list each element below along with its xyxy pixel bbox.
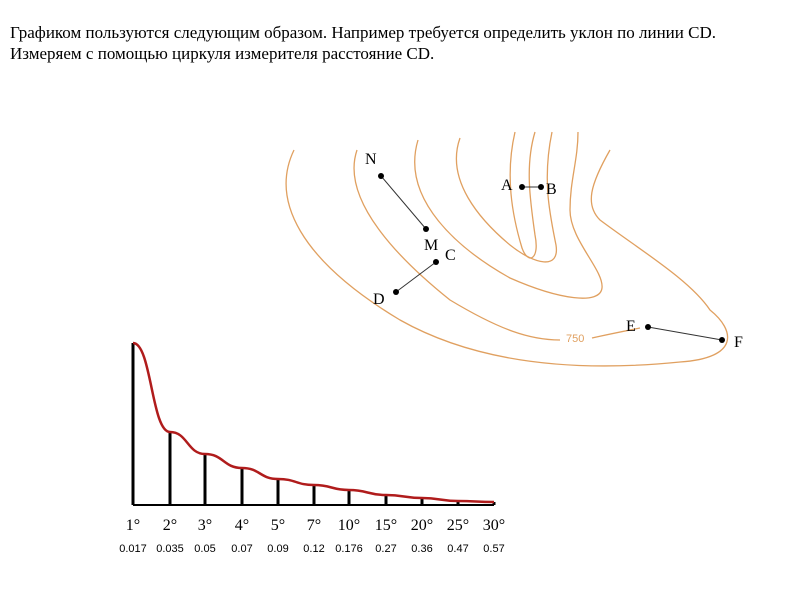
map-segments <box>380 175 723 341</box>
angle-label: 1° <box>126 517 140 534</box>
slope-value-label: 0.36 <box>411 543 432 555</box>
angle-label: 20° <box>411 517 433 534</box>
contour-line-4 <box>455 131 558 263</box>
angle-label: 25° <box>447 517 469 534</box>
slope-value-label: 0.12 <box>303 543 324 555</box>
point-f-marker <box>719 337 725 343</box>
point-e-marker <box>645 324 651 330</box>
contour-line-1 <box>285 149 729 367</box>
contour-map <box>285 131 729 367</box>
angle-label: 7° <box>307 517 321 534</box>
point-m-label: M <box>424 237 438 254</box>
slope-curve <box>132 341 495 504</box>
segment-cd <box>395 261 437 293</box>
angle-label: 30° <box>483 517 505 534</box>
contour-line-3 <box>414 131 603 299</box>
point-m-marker <box>423 226 429 232</box>
point-f-label: F <box>734 334 743 351</box>
slope-value-label: 0.176 <box>335 543 363 555</box>
slope-value-label: 0.035 <box>156 543 184 555</box>
slope-value-label: 0.09 <box>267 543 288 555</box>
angle-label: 4° <box>235 517 249 534</box>
angle-label: 10° <box>338 517 360 534</box>
point-e-label: E <box>626 318 636 335</box>
angle-label: 3° <box>198 517 212 534</box>
contour-line-2 <box>353 149 641 341</box>
angle-label: 5° <box>271 517 285 534</box>
contour-line-5 <box>509 131 537 259</box>
angle-label: 15° <box>375 517 397 534</box>
point-a-label: A <box>501 177 513 194</box>
slope-value-label: 0.07 <box>231 543 252 555</box>
point-a-marker <box>519 184 525 190</box>
segment-nm <box>380 175 427 230</box>
point-b-label: B <box>546 181 557 198</box>
point-c-marker <box>433 259 439 265</box>
slope-value-label: 0.05 <box>194 543 215 555</box>
point-b-marker <box>538 184 544 190</box>
slope-value-label: 0.017 <box>119 543 147 555</box>
point-d-label: D <box>373 291 385 308</box>
point-d-marker <box>393 289 399 295</box>
segment-ef <box>647 326 723 341</box>
slope-value-label: 0.47 <box>447 543 468 555</box>
point-c-label: C <box>445 247 456 264</box>
angle-label: 2° <box>163 517 177 534</box>
contour-label-750: 750 <box>566 333 584 345</box>
slope-value-label: 0.57 <box>483 543 504 555</box>
map-points <box>378 173 725 343</box>
slope-value-label: 0.27 <box>375 543 396 555</box>
intro-text: Графиком пользуются следующим образом. Н… <box>10 23 716 63</box>
point-n-marker <box>378 173 384 179</box>
slope-graph: 1° 2° 3° 4° 5° 7° 10° 15° 20° 25° 30° 0.017 0.035 0.0… <box>119 341 505 555</box>
point-n-label: N <box>365 151 377 168</box>
